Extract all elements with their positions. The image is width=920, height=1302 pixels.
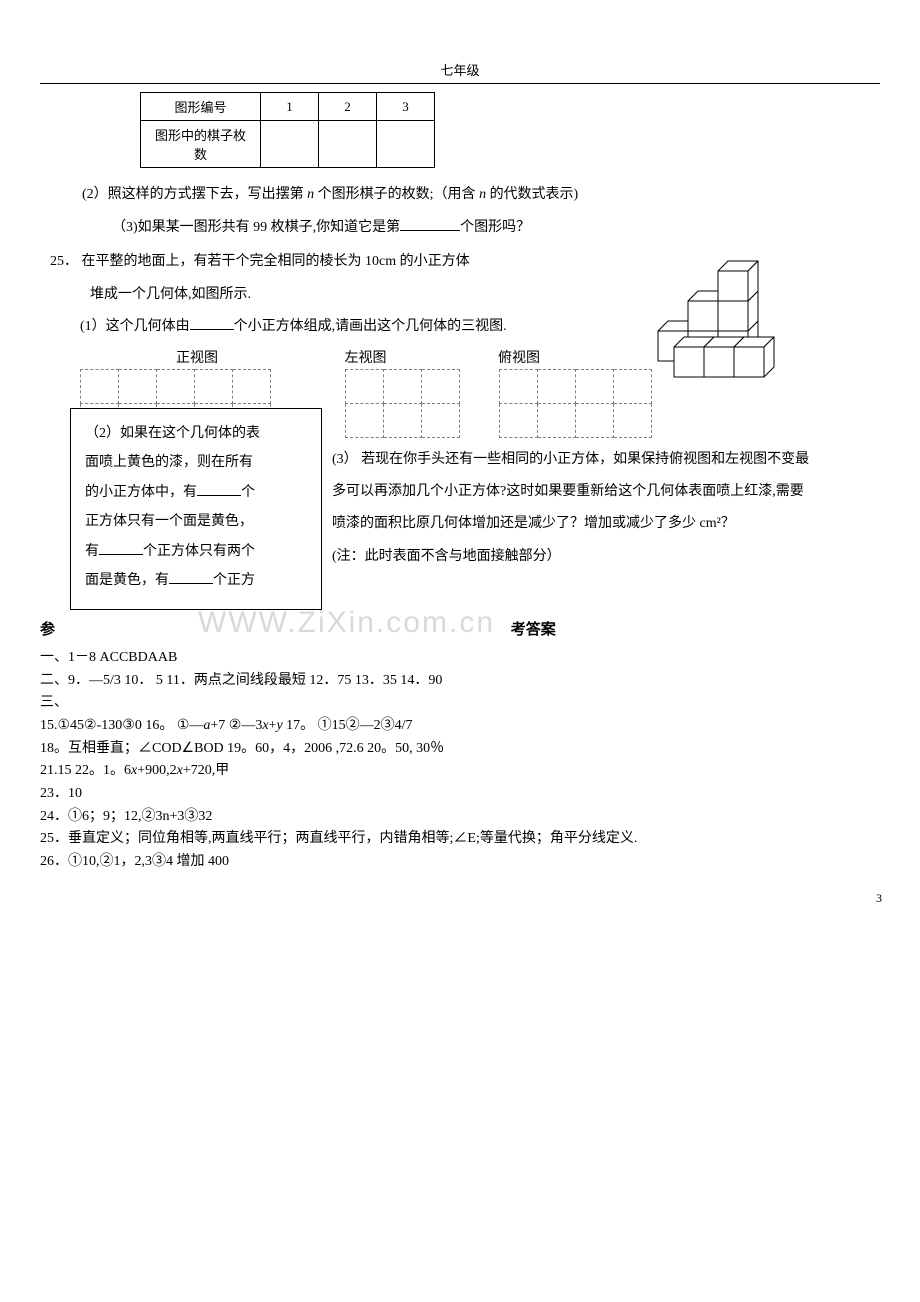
table-cell: 1 (261, 93, 319, 121)
page-number: 3 (876, 891, 882, 906)
q25-number: 25． (50, 254, 78, 269)
fill-blank (169, 570, 213, 584)
answer-line: 二、9．—5/3 10． 5 11．两点之间线段最短 12．75 13．35 1… (40, 670, 880, 692)
label-top-view: 俯视图 (459, 347, 579, 367)
answer-line: 24．①6；9；12,②3n+3③32 (40, 806, 880, 828)
text: 21.15 22。1。6 (40, 763, 131, 778)
var-n: n (479, 187, 486, 202)
text: 15.①45②-130③0 16。 ①— (40, 718, 203, 733)
text-line: 的小正方体中，有 个 (85, 478, 311, 507)
text-line: 正方体只有一个面是黄色， (85, 507, 311, 536)
dashed-grid (345, 369, 460, 438)
row-label: 图形中的棋子枚数 (141, 121, 261, 168)
text-line: 面是黄色，有 个正方 (85, 566, 311, 595)
question-part-2: (2）照这样的方式摆下去，写出摆第 n 个图形棋子的枚数;（用含 n 的代数式表… (82, 182, 880, 209)
text: +720,甲 (183, 763, 229, 778)
text: 有 (85, 544, 99, 559)
text: 面是黄色，有 (85, 573, 169, 588)
heading-left: 参 (40, 618, 55, 639)
cubes-figure (640, 249, 810, 399)
answer-line: 25．垂直定义；同位角相等,两直线平行；两直线平行，内错角相等;∠E;等量代换；… (40, 828, 880, 850)
answer-line: 三、 (40, 692, 880, 714)
figure-number-table: 图形编号 1 2 3 图形中的棋子枚数 (140, 92, 435, 168)
text: 个图形吗？ (460, 220, 530, 235)
label-left-view: 左视图 (276, 347, 456, 367)
answer-line: 18。互相垂直；∠COD∠BOD 19。60，4，2006 ,72.6 20。5… (40, 738, 880, 760)
answers-block: 一、1－8 ACCBDAAB 二、9．—5/3 10． 5 11．两点之间线段最… (40, 647, 880, 873)
answer-key-heading: 参 考答案 (40, 618, 880, 639)
answer-line: 26．①10,②1，2,3③4 增加 400 (40, 851, 880, 873)
text: 个正方 (213, 573, 255, 588)
text: 个图形棋子的枚数;（用含 (314, 187, 479, 202)
text-line: 面喷上黄色的漆，则在所有 (85, 448, 311, 477)
grid-top (499, 369, 652, 438)
text: 个正方体只有两个 (143, 544, 255, 559)
table-cell (319, 121, 377, 168)
text: 个小正方体组成,请画出这个几何体的三视图. (234, 319, 507, 334)
table-cell: 3 (377, 93, 435, 121)
text: +7 ②—3 (210, 718, 262, 733)
text: 在平整的地面上，有若干个完全相同的棱长为 10cm 的小正方体 (82, 254, 470, 269)
table-row: 图形编号 1 2 3 (141, 93, 435, 121)
q25-part-3-text: (3） 若现在你手头还有一些相同的小正方体，如果保持俯视图和左视图不变最 多可以… (332, 444, 880, 573)
text: +900,2 (137, 763, 176, 778)
text-line: (3） 若现在你手头还有一些相同的小正方体，如果保持俯视图和左视图不变最 (332, 444, 880, 476)
answer-line: 23．10 (40, 783, 880, 805)
question-part-3: （3)如果某一图形共有 99 枚棋子,你知道它是第 个图形吗？ (112, 215, 880, 242)
text-line: (注：此时表面不含与地面接触部分） (332, 541, 880, 573)
fill-blank (99, 541, 143, 555)
heading-right: 考答案 (511, 618, 556, 639)
text: (2）照这样的方式摆下去，写出摆第 (82, 187, 307, 202)
text: 个 (241, 485, 255, 500)
answer-line: 一、1－8 ACCBDAAB (40, 647, 880, 669)
table-cell (261, 121, 319, 168)
text: （3)如果某一图形共有 99 枚棋子,你知道它是第 (112, 220, 400, 235)
text-line: 有 个正方体只有两个 (85, 537, 311, 566)
dashed-grid (499, 369, 652, 438)
q25-part-2-box: （2）如果在这个几何体的表 面喷上黄色的漆，则在所有 的小正方体中，有 个 正方体… (70, 408, 322, 610)
text: 17。 ①15②—2③4/7 (283, 718, 413, 733)
text-line: 多可以再添加几个小正方体?这时如果要重新给这个几何体表面喷上红漆,需要 (332, 476, 880, 508)
text: 的代数式表示) (486, 187, 578, 202)
fill-blank (400, 217, 460, 231)
table-row: 图形中的棋子枚数 (141, 121, 435, 168)
header-rule (40, 83, 880, 84)
fill-blank (190, 316, 234, 330)
text-line: 喷漆的面积比原几何体增加还是减少了？增加或减少了多少 cm²？ (332, 508, 880, 540)
grid-left (345, 369, 460, 438)
table-cell (377, 121, 435, 168)
text: 的小正方体中，有 (85, 485, 197, 500)
label-front-view: 正视图 (122, 347, 272, 367)
text-line: （2）如果在这个几何体的表 (85, 419, 311, 448)
fill-blank (197, 482, 241, 496)
answer-line: 21.15 22。1。6x+900,2x+720,甲 (40, 760, 880, 782)
page-header: 七年级 (40, 60, 880, 79)
row-label: 图形编号 (141, 93, 261, 121)
answer-line: 15.①45②-130③0 16。 ①—a+7 ②—3x+y 17。 ①15②—… (40, 715, 880, 737)
text: (1）这个几何体由 (80, 319, 190, 334)
table-cell: 2 (319, 93, 377, 121)
